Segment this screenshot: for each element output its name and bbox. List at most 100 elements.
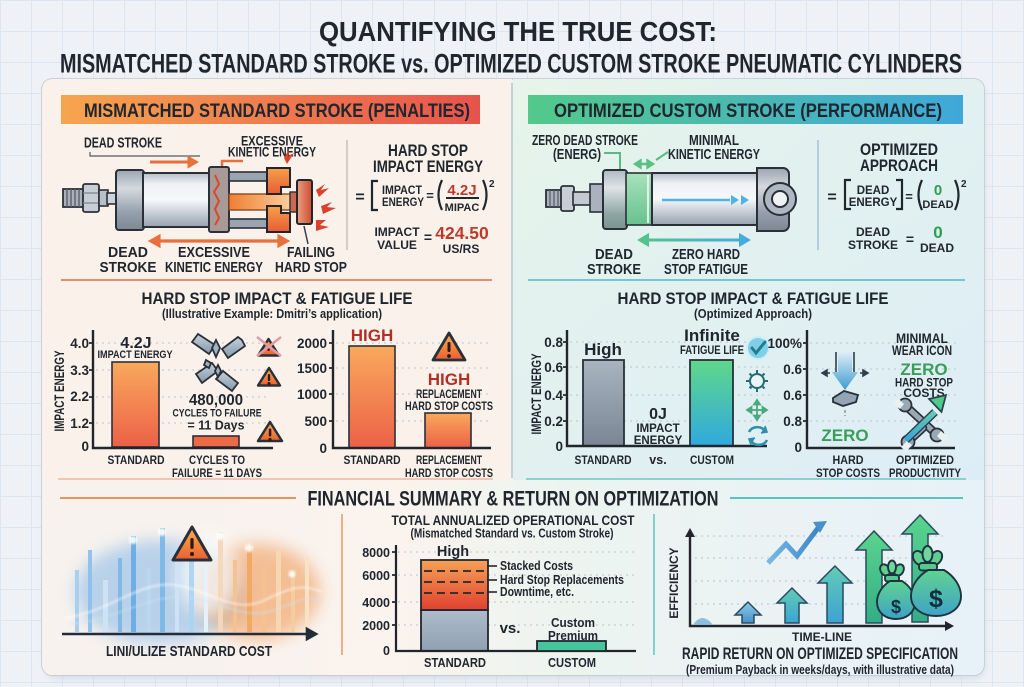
svg-text:STOP FATIGUE: STOP FATIGUE: [664, 261, 748, 278]
svg-text:HARD STOP IMPACT & FATIGUE LIF: HARD STOP IMPACT & FATIGUE LIFE: [618, 289, 889, 308]
svg-text:vs.: vs.: [500, 620, 521, 637]
svg-text:HARD STOP: HARD STOP: [895, 376, 953, 390]
svg-text:2: 2: [489, 179, 495, 190]
svg-text:0.8: 0.8: [783, 414, 802, 429]
svg-text:0.4: 0.4: [544, 388, 563, 403]
svg-text:8000: 8000: [362, 546, 390, 560]
svg-text:(Illustrative Example: Dmitri’: (Illustrative Example: Dmitri’s applicat…: [162, 306, 382, 321]
svg-text:DEAD: DEAD: [108, 244, 148, 261]
svg-text:HARD STOP: HARD STOP: [275, 259, 347, 276]
svg-text:ENERGY: ENERGY: [634, 435, 683, 447]
svg-text:=: =: [355, 189, 364, 206]
svg-text:=: =: [426, 188, 434, 203]
svg-text:MISMATCHED STANDARD STROKE vs.: MISMATCHED STANDARD STROKE vs. OPTIMIZED…: [60, 49, 962, 79]
svg-text:IMPACT ENERGY: IMPACT ENERGY: [373, 158, 483, 176]
svg-text:=: =: [827, 189, 836, 206]
svg-text:Stacked Costs: Stacked Costs: [500, 558, 573, 573]
svg-text:0: 0: [383, 644, 390, 658]
svg-text:FATIGUE LIFE: FATIGUE LIFE: [680, 345, 744, 357]
svg-text:0.6: 0.6: [544, 360, 563, 375]
svg-text:FINANCIAL SUMMARY & RETURN ON: FINANCIAL SUMMARY & RETURN ON OPTIMIZATI…: [308, 488, 719, 511]
svg-text:IMPACT: IMPACT: [636, 423, 679, 435]
svg-text:WEAR ICON: WEAR ICON: [892, 342, 952, 358]
svg-text:QUANTIFYING THE TRUE COST:: QUANTIFYING THE TRUE COST:: [319, 16, 717, 47]
svg-text:IMPACT ENERGY: IMPACT ENERGY: [528, 353, 544, 434]
svg-text:STROKE: STROKE: [587, 261, 641, 278]
svg-text:1000: 1000: [297, 387, 327, 402]
svg-text:4.2J: 4.2J: [120, 335, 151, 352]
svg-text:424.50: 424.50: [435, 223, 489, 243]
svg-text:DEAD STROKE: DEAD STROKE: [84, 135, 162, 152]
svg-text:COSTS: COSTS: [903, 386, 944, 400]
svg-text:6000: 6000: [362, 569, 390, 583]
svg-text:0: 0: [555, 439, 563, 454]
svg-text:IMPACT: IMPACT: [382, 185, 422, 197]
svg-text:EFFICIENCY: EFFICIENCY: [667, 547, 681, 618]
svg-text:=: =: [905, 189, 913, 204]
svg-text:(Optimized Approach): (Optimized Approach): [694, 306, 812, 321]
svg-text:OPTIMIZED CUSTOM STROKE (PERFO: OPTIMIZED CUSTOM STROKE (PERFORMANCE): [554, 100, 942, 122]
svg-text:CUSTOM: CUSTOM: [548, 655, 596, 670]
svg-text:(Mismatched Standard vs. Custo: (Mismatched Standard vs. Custom Stroke): [411, 527, 614, 541]
svg-text:0: 0: [81, 439, 89, 454]
svg-text:REPLACEMENT: REPLACEMENT: [416, 389, 482, 401]
svg-text:MIPAC: MIPAC: [445, 202, 480, 214]
svg-text:VALUE: VALUE: [377, 238, 417, 252]
svg-text:STROKE: STROKE: [100, 259, 157, 276]
svg-text:STANDARD: STANDARD: [575, 455, 632, 467]
svg-text:STANDARD: STANDARD: [424, 655, 486, 670]
svg-text:3.3: 3.3: [70, 363, 89, 378]
svg-text:HARD STOP COSTS: HARD STOP COSTS: [405, 401, 493, 413]
svg-text:0: 0: [319, 441, 327, 456]
svg-text:MINIMAL: MINIMAL: [689, 132, 739, 149]
svg-text:Premium: Premium: [548, 628, 598, 643]
svg-text:FAILING: FAILING: [287, 244, 335, 261]
svg-text:HARD: HARD: [833, 455, 864, 467]
svg-text:DEAD: DEAD: [856, 225, 890, 239]
svg-text:4.0: 4.0: [70, 336, 89, 351]
svg-text:STANDARD: STANDARD: [108, 455, 165, 467]
svg-text:$: $: [929, 585, 943, 613]
svg-text:DEAD: DEAD: [595, 246, 633, 263]
svg-text:2000: 2000: [362, 619, 390, 633]
svg-text:4.2J: 4.2J: [447, 182, 476, 199]
svg-text:HIGH: HIGH: [351, 326, 394, 345]
svg-text:ENERGY: ENERGY: [382, 197, 424, 209]
svg-text:LINI/ULIZE STANDARD COST: LINI/ULIZE STANDARD COST: [106, 643, 272, 660]
svg-text:CYCLES TO FAILURE: CYCLES TO FAILURE: [173, 408, 262, 420]
svg-text:PRODUCTIVITY: PRODUCTIVITY: [889, 468, 961, 480]
svg-text:ZERO HARD: ZERO HARD: [672, 246, 740, 263]
svg-text:IMPACT: IMPACT: [374, 225, 420, 239]
svg-text:HIGH: HIGH: [428, 370, 471, 389]
svg-text:Infinite: Infinite: [684, 326, 740, 345]
svg-text:1500: 1500: [297, 361, 327, 376]
svg-text:1.2: 1.2: [70, 416, 89, 431]
svg-text:$: $: [891, 597, 901, 617]
svg-text:REPLACEMENT: REPLACEMENT: [416, 455, 482, 467]
svg-text:CUSTOM: CUSTOM: [690, 455, 734, 467]
svg-text:OPTIMIZED: OPTIMIZED: [896, 455, 954, 467]
svg-text:MINIMAL: MINIMAL: [896, 330, 948, 346]
svg-text:RAPID RETURN ON OPTIMIZED SPEC: RAPID RETURN ON OPTIMIZED SPECIFICATION: [682, 645, 958, 663]
svg-text:0.2: 0.2: [544, 414, 563, 429]
svg-text:500: 500: [304, 414, 327, 429]
svg-text:2000: 2000: [297, 336, 327, 351]
svg-text:KINETIC ENERGY: KINETIC ENERGY: [668, 146, 760, 163]
svg-text:DEAD: DEAD: [922, 199, 953, 211]
svg-text:HARD STOP COSTS: HARD STOP COSTS: [405, 468, 493, 480]
svg-text:TIME-LINE: TIME-LINE: [792, 630, 852, 644]
svg-text:(ENERG): (ENERG): [553, 146, 601, 163]
svg-text:EXCESSIVE: EXCESSIVE: [178, 244, 250, 261]
svg-text:Downtime, etc.: Downtime, etc.: [500, 584, 574, 599]
svg-text:DEAD: DEAD: [857, 185, 890, 197]
svg-text:US/RS: US/RS: [443, 242, 480, 256]
svg-text:100%: 100%: [767, 336, 802, 351]
svg-text:ZERO: ZERO: [821, 426, 868, 445]
svg-text:STANDARD: STANDARD: [344, 455, 401, 467]
svg-text:TOTAL ANNUALIZED OPERATIONAL C: TOTAL ANNUALIZED OPERATIONAL COST: [392, 512, 635, 528]
svg-text:HARD STOP IMPACT & FATIGUE LIF: HARD STOP IMPACT & FATIGUE LIFE: [142, 289, 413, 308]
svg-text:Custom: Custom: [551, 615, 595, 630]
svg-text:MISMATCHED STANDARD STROKE (PE: MISMATCHED STANDARD STROKE (PENALTIES): [84, 100, 470, 122]
svg-text:0J: 0J: [649, 406, 667, 423]
svg-text:ZERO DEAD STROKE: ZERO DEAD STROKE: [532, 132, 638, 149]
